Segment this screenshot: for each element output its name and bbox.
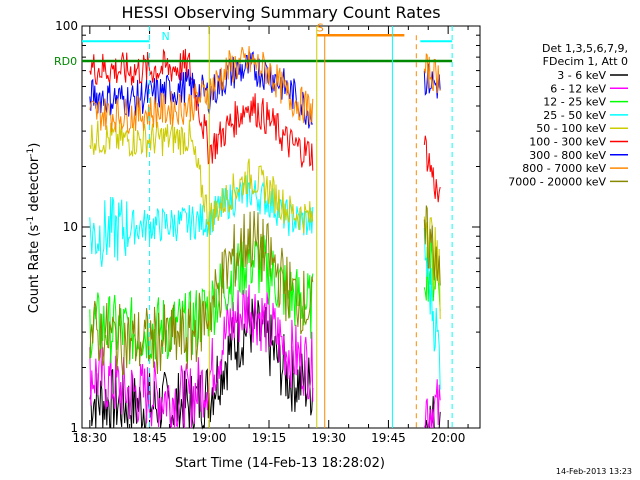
series-layer [89, 45, 441, 430]
y-label-mid: detector [27, 156, 42, 216]
x-tick-label: 19:45 [371, 431, 406, 445]
chart-title: HESSI Observing Summary Count Rates [121, 3, 440, 22]
x-tick-label: 20:00 [431, 431, 466, 445]
series-line [423, 52, 441, 94]
x-axis-label: Start Time (14-Feb-13 18:28:02) [175, 456, 385, 471]
series-line [89, 210, 314, 376]
series-line [423, 379, 441, 429]
x-tick-label: 18:30 [73, 431, 108, 445]
legend-entry-label: 25 - 50 keV [543, 109, 606, 122]
series-line [423, 135, 441, 203]
series-line [423, 227, 441, 390]
y-label-sup-1: -1 [26, 216, 36, 225]
legend-entry-label: 3 - 6 keV [557, 69, 606, 82]
legend-entry-label: 6 - 12 keV [550, 82, 606, 95]
series-line [89, 45, 314, 135]
series-line [89, 284, 314, 429]
legend-entry-label: 7000 - 20000 keV [508, 175, 606, 188]
series-line [89, 48, 314, 171]
y-label-sup-2: -1 [26, 148, 36, 157]
y-tick-label: 100 [55, 19, 78, 33]
timestamp: 14-Feb-2013 13:23 [556, 467, 632, 476]
y-tick-label: 10 [63, 220, 78, 234]
n-flag-label: N [162, 30, 170, 43]
y-axis-label: Count Rate (s-1 detector-1) [26, 143, 42, 314]
x-tick-label: 18:45 [132, 431, 167, 445]
legend-header-1: Det 1,3,5,6,7,9, [542, 42, 628, 55]
legend-entry-label: 100 - 300 keV [529, 136, 606, 149]
rd0-flag-label: RD0 [54, 55, 77, 68]
s-flag-label: S [317, 21, 324, 34]
legend-header-2: FDecim 1, Att 0 [543, 55, 628, 68]
y-label-main: Count Rate (s [27, 225, 42, 314]
y-label-end: ) [27, 143, 42, 148]
series-line [423, 205, 441, 286]
x-tick-label: 19:15 [252, 431, 287, 445]
x-tick-label: 19:00 [192, 431, 227, 445]
x-tick-label: 19:30 [311, 431, 346, 445]
legend-entry-label: 300 - 800 keV [529, 149, 606, 162]
legend-entry-label: 50 - 100 keV [536, 122, 606, 135]
legend-entry-label: 800 - 7000 keV [522, 162, 606, 175]
y-tick-label: 1 [70, 421, 78, 435]
legend: Det 1,3,5,6,7,9, FDecim 1, Att 0 3 - 6 k… [508, 42, 628, 188]
series-line [423, 396, 441, 429]
plot-axes: 1 10 100 18:30 18:45 19:00 19:15 19:30 19:45 20:0… [55, 19, 481, 445]
flag-layer: N RD0 S [54, 21, 453, 428]
series-line [89, 119, 314, 235]
legend-entry-label: 12 - 25 keV [543, 96, 606, 109]
series-line [89, 174, 314, 267]
